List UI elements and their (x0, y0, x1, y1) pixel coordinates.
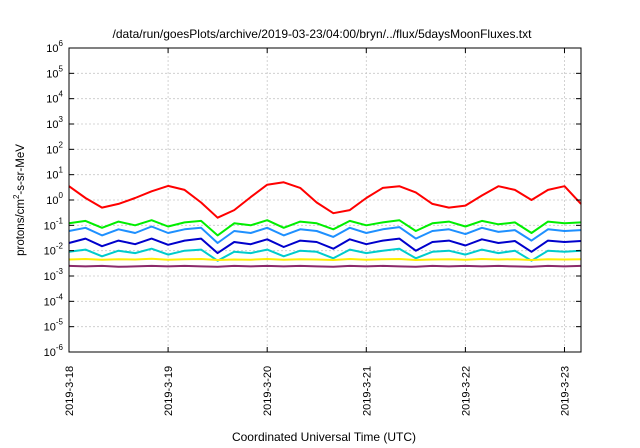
y-tick-label-exp: 0 (59, 191, 64, 200)
chart-title: /data/run/goesPlots/archive/2019-03-23/0… (113, 27, 533, 41)
y-tick-label: 101 (46, 166, 63, 182)
y-tick-label-exp: -4 (56, 292, 64, 301)
y-tick-label: 10-6 (44, 343, 64, 359)
y-tick-label-exp: 1 (59, 166, 64, 175)
y-tick-label: 104 (46, 90, 63, 106)
y-tick-label-base: 10 (44, 347, 56, 359)
y-axis: 10-610-510-410-310-210-11001011021031041… (44, 39, 581, 359)
series-line-4 (68, 237, 582, 255)
y-axis-label: protons/cm2-s-sr-MeV (12, 144, 27, 256)
x-tick-label: 2019-3-21 (361, 366, 373, 416)
x-tick-label: 2019-3-22 (460, 366, 472, 416)
y-tick-label-exp: 4 (59, 90, 64, 99)
y-tick-label-exp: 2 (59, 140, 64, 149)
grid (69, 48, 581, 352)
y-tick-label: 10-5 (44, 318, 64, 334)
y-tick-label-exp: -1 (56, 216, 64, 225)
y-axis-label-main: protons/cm (15, 199, 27, 256)
y-tick-label: 106 (46, 39, 63, 55)
y-tick-label: 100 (46, 191, 63, 207)
y-tick-label-base: 10 (44, 220, 56, 232)
y-tick-label-exp: -2 (56, 242, 64, 251)
x-tick-label: 2019-3-20 (262, 366, 274, 416)
x-tick-label: 2019-3-23 (559, 366, 571, 416)
y-tick-label-base: 10 (46, 94, 58, 106)
y-tick-label: 103 (46, 115, 63, 131)
y-tick-label: 10-2 (44, 242, 64, 258)
series-line-7 (68, 264, 582, 268)
y-tick-label: 102 (46, 140, 63, 156)
y-axis-label-tail: -s-sr-MeV (15, 144, 27, 195)
y-tick-label: 105 (46, 64, 63, 80)
y-tick-label-exp: 3 (59, 115, 64, 124)
y-tick-label-exp: 6 (59, 39, 64, 48)
series-lines (68, 181, 582, 268)
series-line-2 (68, 219, 582, 237)
y-tick-label-base: 10 (46, 68, 58, 80)
y-axis-label-sup: 2 (12, 194, 21, 199)
x-axis-label: Coordinated Universal Time (UTC) (232, 430, 416, 444)
series-line-6 (68, 257, 582, 261)
y-tick-label-base: 10 (46, 119, 58, 131)
y-tick-label-exp: -6 (56, 343, 64, 352)
y-tick-label-base: 10 (46, 195, 58, 207)
y-tick-label-base: 10 (44, 322, 56, 334)
x-tick-label: 2019-3-19 (163, 366, 175, 416)
y-tick-label-exp: -5 (56, 318, 64, 327)
y-tick-label-exp: 5 (59, 64, 64, 73)
x-tick-label: 2019-3-18 (64, 366, 76, 416)
y-tick-label-base: 10 (46, 170, 58, 182)
series-line-5 (68, 247, 582, 262)
series-line-1 (68, 181, 582, 219)
series-line-3 (68, 225, 582, 244)
y-tick-label: 10-3 (44, 267, 64, 283)
y-tick-label: 10-4 (44, 292, 64, 308)
y-tick-label-base: 10 (46, 43, 58, 55)
x-axis: 2019-3-18 2019-3-19 2019-3-20 2019-3-21 2019… (64, 48, 571, 416)
y-tick-label-base: 10 (44, 271, 56, 283)
y-tick-label: 10-1 (44, 216, 64, 232)
y-tick-label-base: 10 (46, 144, 58, 156)
y-tick-label-exp: -3 (56, 267, 64, 276)
y-tick-label-base: 10 (44, 296, 56, 308)
y-tick-label-base: 10 (44, 246, 56, 258)
